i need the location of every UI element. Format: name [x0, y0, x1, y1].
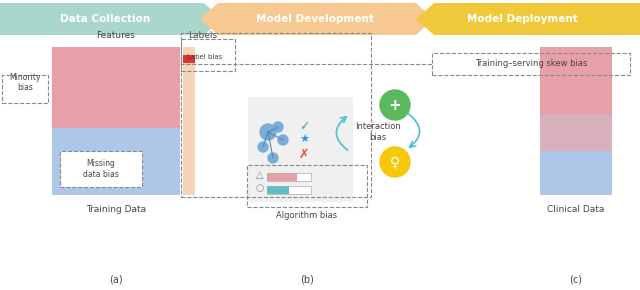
Text: Training Data: Training Data: [86, 204, 146, 213]
Text: ✓: ✓: [299, 121, 309, 133]
Text: +: +: [388, 97, 401, 113]
Text: ✗: ✗: [299, 148, 309, 160]
Circle shape: [258, 142, 268, 152]
Circle shape: [273, 122, 283, 132]
Bar: [181, 33, 371, 197]
Text: Features: Features: [97, 31, 136, 40]
Polygon shape: [0, 3, 222, 35]
Bar: [52, 128, 180, 195]
Bar: [289, 186, 311, 194]
Text: Missing
data bias: Missing data bias: [83, 159, 119, 179]
Bar: [267, 173, 297, 181]
Text: (a): (a): [109, 275, 123, 285]
Text: Model Deployment: Model Deployment: [467, 14, 577, 24]
Text: Labels: Labels: [188, 31, 218, 40]
Text: △: △: [256, 170, 264, 180]
Bar: [60, 151, 142, 187]
Circle shape: [278, 135, 288, 145]
Text: Model Development: Model Development: [256, 14, 374, 24]
Bar: [540, 151, 612, 195]
Text: Algorithm bias: Algorithm bias: [276, 211, 337, 220]
Bar: [183, 47, 195, 195]
Text: Interaction
bias: Interaction bias: [355, 122, 401, 142]
Text: ★: ★: [299, 135, 309, 145]
Bar: [247, 165, 367, 207]
Circle shape: [268, 153, 278, 163]
Bar: [540, 114, 612, 151]
Text: Clinical Data: Clinical Data: [547, 204, 605, 213]
Bar: [297, 173, 311, 181]
Polygon shape: [200, 3, 434, 35]
Text: Minority
bias: Minority bias: [9, 73, 41, 92]
Text: ♀: ♀: [390, 155, 400, 169]
Bar: [52, 47, 180, 128]
Bar: [540, 47, 612, 114]
Bar: [267, 186, 311, 194]
Bar: [432, 53, 630, 75]
Bar: [267, 186, 289, 194]
Bar: [181, 39, 235, 71]
Circle shape: [380, 147, 410, 177]
Bar: [248, 97, 353, 202]
Circle shape: [380, 90, 410, 120]
Text: (b): (b): [300, 275, 314, 285]
Bar: [2, 75, 48, 103]
Text: Training–serving skew bias: Training–serving skew bias: [475, 59, 587, 68]
Text: ○: ○: [256, 183, 264, 193]
Text: Label bias: Label bias: [188, 54, 223, 60]
Bar: [183, 55, 195, 63]
Circle shape: [260, 124, 276, 140]
Text: Data Collection: Data Collection: [60, 14, 150, 24]
Bar: [267, 173, 311, 181]
Text: (c): (c): [570, 275, 582, 285]
Polygon shape: [416, 3, 640, 35]
